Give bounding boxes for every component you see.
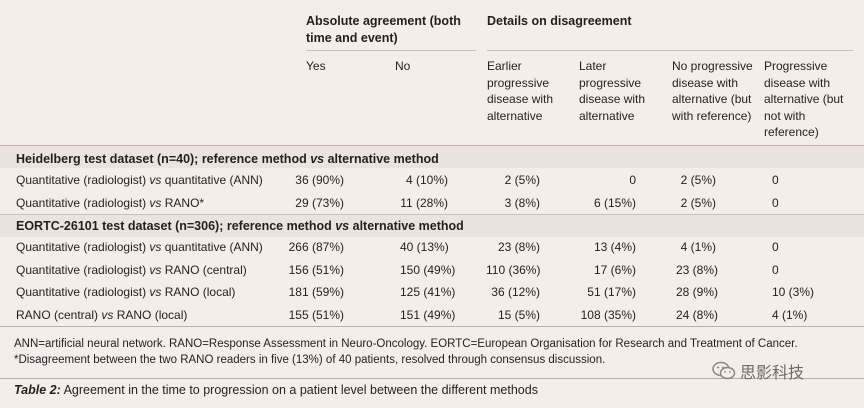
column-no-pd: No progressive disease with alternative …: [672, 59, 753, 123]
wechat-icon: [712, 361, 736, 380]
caption-text: Agreement in the time to progression on …: [63, 383, 538, 397]
cell-later: 0: [629, 173, 636, 187]
section-band-eortc: [0, 215, 864, 237]
cell-no-pd: 4 (1%): [680, 240, 716, 254]
header-details-disagreement: Details on disagreement: [487, 14, 632, 28]
column-earlier: Earlier progressive disease with alterna…: [487, 59, 554, 123]
cell-pd: 4 (1%): [772, 307, 808, 322]
cell-yes: 156 (51%): [288, 262, 344, 277]
caption-label: Table 2:: [14, 383, 61, 397]
cell-no: 4 (10%): [405, 173, 448, 187]
table-row: Quantitative (radiologist) vs RANO (loca…: [0, 281, 864, 303]
cell-yes: 29 (73%): [295, 195, 344, 210]
section-title-text: Heidelberg test dataset (n=40); referenc…: [16, 152, 439, 166]
cell-label: Quantitative (radiologist) vs quantitati…: [16, 240, 263, 254]
table-row: Quantitative (radiologist) vs RANO* 29 (7…: [0, 192, 864, 214]
cell-later: 13 (4%): [593, 240, 636, 254]
table-row: Quantitative (radiologist) vs quantitati…: [0, 169, 864, 191]
section-band-heidelberg: [0, 146, 864, 168]
table-bottom-rule: [0, 326, 864, 327]
column-pd: Progressive disease with alternative (bu…: [764, 59, 844, 139]
table-row: Quantitative (radiologist) vs RANO (cent…: [0, 259, 864, 281]
section-title-text: EORTC-26101 test dataset (n=306); refere…: [16, 219, 464, 233]
header-disagreement-underline: [487, 50, 853, 51]
cell-earlier: 2 (5%): [504, 173, 540, 187]
cell-earlier: 23 (8%): [497, 240, 540, 254]
cell-no-pd: 24 (8%): [676, 307, 719, 322]
cell-pd: 0: [772, 262, 779, 277]
watermark: 思影科技: [712, 360, 804, 382]
section-divider: [0, 214, 864, 215]
column-later: Later progressive disease with alternati…: [579, 59, 646, 123]
cell-yes: 155 (51%): [288, 307, 344, 322]
cell-earlier: 3 (8%): [504, 195, 540, 210]
section-title-eortc: EORTC-26101 test dataset (n=306); refere…: [16, 218, 464, 234]
header-agreement-underline: [306, 50, 476, 51]
table-row: RANO (central) vs RANO (local) 155 (51%) 1…: [0, 304, 864, 326]
cell-no: 11 (28%): [400, 195, 448, 210]
cell-no: 151 (49%): [400, 307, 456, 322]
watermark-text: 思影科技: [740, 365, 805, 382]
column-no: No: [395, 59, 411, 73]
cell-label: Quantitative (radiologist) vs quantitati…: [16, 173, 263, 187]
section-title-heidelberg: Heidelberg test dataset (n=40); referenc…: [16, 151, 439, 167]
cell-no-pd: 28 (9%): [676, 285, 719, 299]
caption-rule: [0, 378, 864, 379]
cell-label: Quantitative (radiologist) vs RANO (cent…: [16, 262, 247, 277]
cell-label: RANO (central) vs RANO (local): [16, 307, 188, 322]
cell-yes: 266 (87%): [288, 240, 344, 254]
header-bottom-rule: [0, 145, 864, 146]
footnote: ANN=artificial neural network. RANO=Resp…: [14, 338, 798, 366]
table-row: Quantitative (radiologist) vs quantitati…: [0, 236, 864, 258]
cell-no: 125 (41%): [400, 285, 456, 299]
cell-pd: 0: [772, 173, 779, 187]
cell-yes: 36 (90%): [295, 173, 344, 187]
cell-no: 150 (49%): [400, 262, 456, 277]
cell-later: 51 (17%): [587, 285, 636, 299]
cell-pd: 10 (3%): [772, 285, 815, 299]
table-caption: Table 2: Agreement in the time to progre…: [14, 382, 538, 398]
cell-no-pd: 23 (8%): [676, 262, 719, 277]
cell-label: Quantitative (radiologist) vs RANO*: [16, 195, 205, 210]
cell-no: 40 (13%): [400, 240, 449, 254]
cell-yes: 181 (59%): [288, 285, 344, 299]
cell-later: 6 (15%): [593, 195, 636, 210]
cell-later: 17 (6%): [593, 262, 636, 277]
cell-earlier: 110 (36%): [486, 262, 541, 277]
cell-earlier: 36 (12%): [491, 285, 540, 299]
cell-no-pd: 2 (5%): [680, 195, 716, 210]
cell-pd: 0: [772, 195, 779, 210]
header-absolute-agreement: Absolute agreement (both time and event): [306, 14, 461, 45]
cell-later: 108 (35%): [580, 307, 636, 322]
cell-pd: 0: [772, 240, 779, 254]
cell-earlier: 15 (5%): [497, 307, 540, 322]
cell-no-pd: 2 (5%): [680, 173, 716, 187]
column-yes: Yes: [306, 59, 326, 73]
cell-label: Quantitative (radiologist) vs RANO (loca…: [16, 285, 236, 299]
